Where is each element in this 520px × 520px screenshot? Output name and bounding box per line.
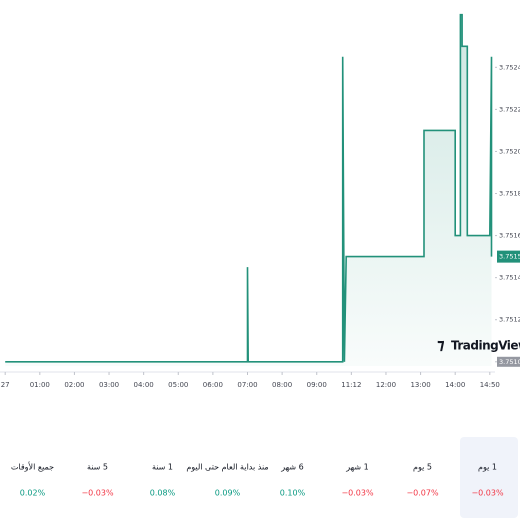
x-tick-label: 13:00 <box>410 381 430 389</box>
x-tick-label: 14:50 <box>480 381 500 389</box>
period-change: 0.09% <box>215 489 241 498</box>
x-tick-label: 08:00 <box>272 381 292 389</box>
y-tick-box <box>497 356 520 367</box>
period-change: −0.07% <box>406 489 439 498</box>
y-tick-label: 3.751000 <box>499 358 520 366</box>
price-marker-box <box>497 250 520 263</box>
period-label[interactable]: 6 شهر <box>280 463 303 472</box>
period-label[interactable]: 1 يوم <box>478 463 497 472</box>
x-tick-label: 07:00 <box>237 381 257 389</box>
y-tick-label: 3.752400 <box>499 63 520 71</box>
watermark: TradingView <box>451 339 520 353</box>
x-tick-label: 09:00 <box>307 381 327 389</box>
period-label[interactable]: 5 سنة <box>87 463 108 472</box>
period-change: 0.08% <box>150 489 176 498</box>
x-tick-label: 03:00 <box>99 381 119 389</box>
period-change: 0.10% <box>280 489 306 498</box>
selected-tab-bg <box>460 437 518 518</box>
period-label[interactable]: 5 يوم <box>413 463 432 472</box>
period-label[interactable]: 1 شهر <box>345 463 368 472</box>
y-tick-label: 3.751600 <box>499 232 520 240</box>
x-tick-label: 14:00 <box>445 381 465 389</box>
period-change: −0.03% <box>471 489 504 498</box>
x-tick-label: 04:00 <box>134 381 154 389</box>
x-tick-label: 01:00 <box>30 381 50 389</box>
period-label[interactable]: جميع الأوقات <box>11 462 54 472</box>
watermark-logo: ⁊ <box>437 336 445 354</box>
price-marker-label: 3.751500 <box>499 253 520 261</box>
y-tick-label: 3.752000 <box>499 147 520 155</box>
line <box>5 13 493 363</box>
period-change: −0.03% <box>81 489 114 498</box>
y-tick-label: 3.751400 <box>499 274 520 282</box>
x-tick-label: 06:00 <box>203 381 223 389</box>
period-change: −0.03% <box>341 489 374 498</box>
period-label[interactable]: 1 سنة <box>152 463 173 472</box>
y-tick-label: 3.752200 <box>499 105 520 113</box>
x-tick-label: 11:12 <box>341 381 361 389</box>
area <box>5 14 492 366</box>
x-tick-label: 27 <box>1 381 10 389</box>
x-tick-label: 12:00 <box>376 381 396 389</box>
x-tick-label: 02:00 <box>64 381 84 389</box>
period-label[interactable]: منذ بداية العام حتى اليوم <box>186 463 268 472</box>
x-tick-label: 05:00 <box>168 381 188 389</box>
y-tick-label: 3.751200 <box>499 316 520 324</box>
y-tick-label: 3.751800 <box>499 190 520 198</box>
period-change: 0.02% <box>20 489 46 498</box>
